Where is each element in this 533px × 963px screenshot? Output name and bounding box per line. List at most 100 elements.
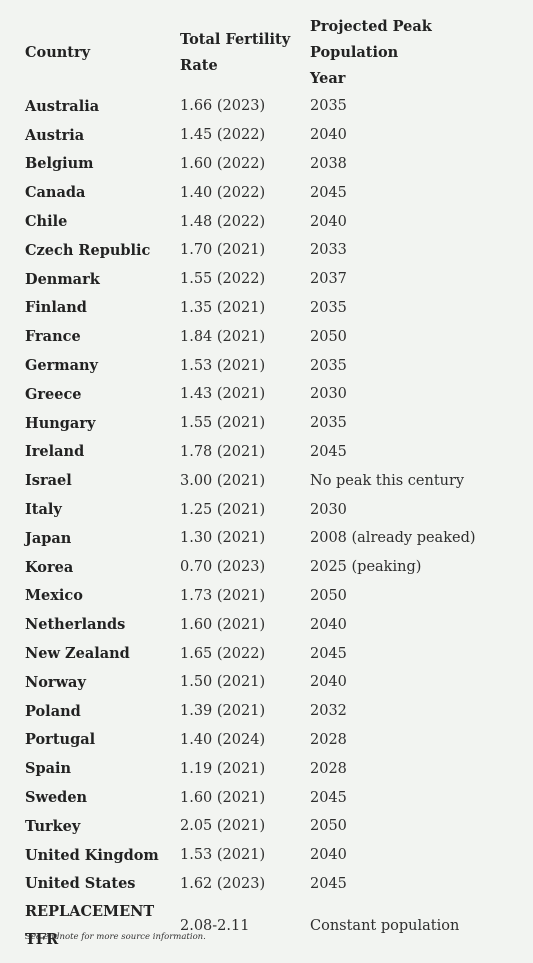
tfr-cell: 1.19 (2021) <box>180 760 266 777</box>
country-cell: Austria <box>25 126 85 144</box>
peak-year-cell: 2050 <box>310 818 347 835</box>
peak-year-cell: 2040 <box>310 847 347 864</box>
tfr-cell: 1.84 (2021) <box>180 328 266 345</box>
table-row: Austria 1.45 (2022) 2040 <box>25 121 525 150</box>
header-peak-year: Projected Peak Population Year <box>310 14 525 92</box>
tfr-cell: 1.70 (2021) <box>180 242 266 259</box>
tfr-cell: 0.70 (2023) <box>180 559 266 576</box>
country-cell: Germany <box>25 357 98 375</box>
country-cell: Netherlands <box>25 616 126 634</box>
peak-year-cell: 2035 <box>310 357 347 374</box>
table-row: Turkey 2.05 (2021) 2050 <box>25 812 525 841</box>
tfr-cell: 1.55 (2021) <box>180 415 266 432</box>
country-cell: United Kingdom <box>25 846 159 864</box>
replacement-tfr-cell: 2.08-2.11 <box>180 918 250 935</box>
table-row: Netherlands 1.60 (2021) 2040 <box>25 610 525 639</box>
replacement-label-cell: REPLACEMENT TFR <box>25 898 180 954</box>
table-row: New Zealand 1.65 (2022) 2045 <box>25 639 525 668</box>
header-country-label: Country <box>25 44 91 61</box>
table-row: Spain 1.19 (2021) 2028 <box>25 754 525 783</box>
tfr-cell: 1.60 (2021) <box>180 616 266 633</box>
table-row: Germany 1.53 (2021) 2035 <box>25 351 525 380</box>
country-cell: Spain <box>25 760 72 778</box>
peak-year-cell: 2037 <box>310 271 347 288</box>
header-row: Country Total Fertility Rate Projected P… <box>25 14 525 92</box>
country-cell: Israel <box>25 472 72 490</box>
header-country: Country <box>25 14 180 92</box>
country-cell: Turkey <box>25 817 81 835</box>
tfr-cell: 3.00 (2021) <box>180 472 266 489</box>
tfr-cell: 1.35 (2021) <box>180 299 266 316</box>
replacement-section: REPLACEMENT TFR 2.08-2.11 Constant popul… <box>25 898 525 954</box>
header-tfr-line2: Rate <box>180 57 218 74</box>
header-tfr-line1: Total Fertility <box>180 31 291 48</box>
table-row: Czech Republic 1.70 (2021) 2033 <box>25 236 525 265</box>
peak-year-cell: 2035 <box>310 299 347 316</box>
table-row: Poland 1.39 (2021) 2032 <box>25 697 525 726</box>
table-row: Ireland 1.78 (2021) 2045 <box>25 438 525 467</box>
peak-year-cell: 2045 <box>310 875 347 892</box>
header-tfr: Total Fertility Rate <box>180 14 310 92</box>
table-row: Canada 1.40 (2022) 2045 <box>25 178 525 207</box>
peak-year-cell: 2045 <box>310 184 347 201</box>
tfr-cell: 1.53 (2021) <box>180 847 266 864</box>
peak-year-cell: 2025 (peaking) <box>310 559 422 576</box>
table-header: Country Total Fertility Rate Projected P… <box>25 14 525 92</box>
table-body: Australia 1.66 (2023) 2035 Austria 1.45 (202… <box>25 92 525 898</box>
fertility-table: Country Total Fertility Rate Projected P… <box>25 14 525 954</box>
peak-year-cell: 2032 <box>310 703 347 720</box>
fertility-table-container: Country Total Fertility Rate Projected P… <box>25 14 525 954</box>
peak-year-cell: 2040 <box>310 213 347 230</box>
country-cell: Korea <box>25 558 74 576</box>
tfr-cell: 1.48 (2022) <box>180 213 266 230</box>
tfr-cell: 1.25 (2021) <box>180 501 266 518</box>
peak-year-cell: 2045 <box>310 645 347 662</box>
tfr-cell: 1.45 (2022) <box>180 127 266 144</box>
country-cell: Japan <box>25 529 72 547</box>
table-row: Australia 1.66 (2023) 2035 <box>25 92 525 121</box>
peak-year-cell: 2033 <box>310 242 347 259</box>
tfr-cell: 1.60 (2021) <box>180 789 266 806</box>
table-row: Greece 1.43 (2021) 2030 <box>25 380 525 409</box>
country-cell: United States <box>25 875 136 893</box>
country-cell: Belgium <box>25 155 94 173</box>
country-cell: Denmark <box>25 270 100 288</box>
replacement-label-line1: REPLACEMENT <box>25 903 155 921</box>
country-cell: Italy <box>25 501 62 519</box>
peak-year-cell: 2028 <box>310 760 347 777</box>
table-row: Mexico 1.73 (2021) 2050 <box>25 582 525 611</box>
peak-year-cell: 2040 <box>310 127 347 144</box>
table-row: Hungary 1.55 (2021) 2035 <box>25 409 525 438</box>
tfr-cell: 1.50 (2021) <box>180 674 266 691</box>
tfr-cell: 1.73 (2021) <box>180 587 266 604</box>
country-cell: Sweden <box>25 789 88 807</box>
table-row: Belgium 1.60 (2022) 2038 <box>25 150 525 179</box>
tfr-cell: 1.78 (2021) <box>180 443 266 460</box>
peak-year-cell: 2035 <box>310 415 347 432</box>
country-cell: France <box>25 328 81 346</box>
country-cell: Portugal <box>25 731 96 749</box>
country-cell: Greece <box>25 385 82 403</box>
tfr-cell: 1.39 (2021) <box>180 703 266 720</box>
tfr-cell: 1.53 (2021) <box>180 357 266 374</box>
peak-year-cell: 2030 <box>310 501 347 518</box>
table-row: Portugal 1.40 (2024) 2028 <box>25 726 525 755</box>
tfr-cell: 2.05 (2021) <box>180 818 266 835</box>
peak-year-cell: 2038 <box>310 155 347 172</box>
table-row: Italy 1.25 (2021) 2030 <box>25 495 525 524</box>
country-cell: Mexico <box>25 587 83 605</box>
tfr-cell: 1.66 (2023) <box>180 98 266 115</box>
peak-year-cell: 2035 <box>310 98 347 115</box>
country-cell: Norway <box>25 673 86 691</box>
peak-year-cell: 2045 <box>310 789 347 806</box>
tfr-cell: 1.30 (2021) <box>180 530 266 547</box>
peak-year-cell: 2030 <box>310 386 347 403</box>
table-row: Norway 1.50 (2021) 2040 <box>25 668 525 697</box>
peak-year-cell: 2050 <box>310 587 347 604</box>
country-cell: New Zealand <box>25 645 130 663</box>
table-row: Korea 0.70 (2023) 2025 (peaking) <box>25 553 525 582</box>
replacement-peak-cell: Constant population <box>310 918 460 935</box>
tfr-cell: 1.40 (2022) <box>180 184 266 201</box>
country-cell: Finland <box>25 299 87 317</box>
country-cell: Australia <box>25 97 100 115</box>
